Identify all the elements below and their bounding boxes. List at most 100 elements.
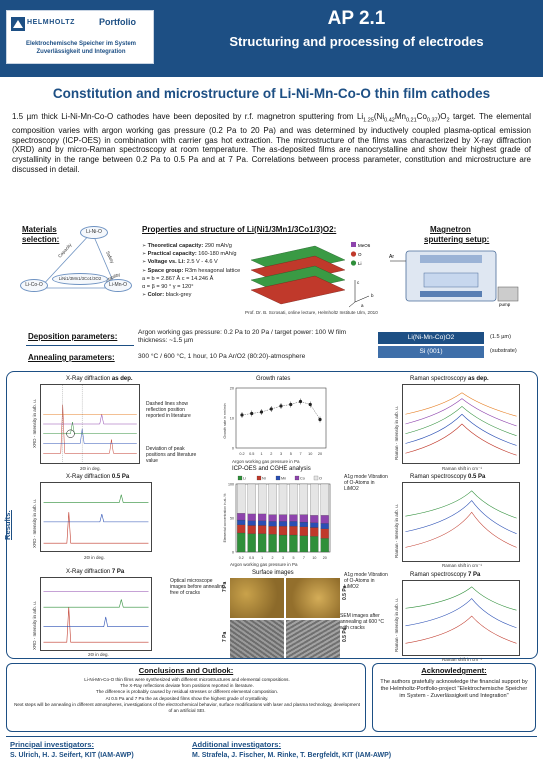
helmholtz-logo-mark-icon [11, 17, 25, 31]
surface-image-sem-7pa [230, 620, 284, 658]
raman-05-ylabel: Raman - Intensity in arb. u. [394, 503, 399, 558]
deposition-text: Argon working gas pressure: 0.2 Pa to 20… [138, 329, 347, 344]
node-center-compound: LiNi1/3Mn1/3Co1/3O2 [52, 273, 108, 285]
growth-x-tick: 0.5 [249, 452, 254, 456]
icp-bar-segment [268, 521, 277, 527]
footer-divider [6, 736, 537, 737]
divider [26, 345, 134, 346]
raman-asdep-plot [402, 384, 520, 464]
sample-label: 0.5 Pa [342, 585, 348, 600]
icp-bar-segment [310, 483, 319, 516]
growth-y-tick: 10 [230, 417, 234, 421]
conclusions-panel [6, 663, 366, 732]
layer-film: Li(Ni-Mn-Co)O2 [378, 332, 484, 344]
layer-film-note: (1.5 µm) [490, 334, 511, 340]
icp-bar-segment [247, 533, 256, 553]
growth-plot-frame [235, 387, 327, 449]
icp-legend-swatch [237, 475, 243, 481]
property-item: Voltage vs. Li: 2.5 V - 4.6 V [142, 258, 242, 266]
sem-note: SEM images after annealing at 600 °C wit… [340, 613, 384, 631]
growth-title: Growth rates [256, 376, 291, 382]
icp-bar-segment [268, 483, 277, 515]
layer-substrate-note: (substrate) [490, 348, 517, 354]
icp-bar-segment [289, 534, 298, 553]
icp-legend-label: O [319, 477, 322, 481]
axis-a: a [361, 303, 364, 308]
icp-bar-segment [299, 535, 309, 553]
icp-legend-label: Ni [262, 477, 266, 481]
sample-label: 7 Pa [222, 581, 228, 592]
icp-x-tick: 1 [261, 556, 263, 560]
magnetron-title-2: sputtering setup: [424, 235, 490, 244]
icp-legend-label: Li [243, 477, 246, 481]
node-li-co-o: Li-Co-O [20, 279, 48, 292]
icp-y-tick: 0 [232, 551, 234, 555]
edge-label-stability: Stability [104, 271, 121, 283]
edge-label-capacity: Capacity [57, 242, 73, 259]
conclusion-item: The X-Ray reflections deviate from posit… [120, 683, 254, 689]
xrd-7-plot [40, 577, 152, 651]
icp-bar-segment [289, 526, 298, 536]
note-dashed-lines: Dashed lines show reflection position re… [146, 401, 191, 419]
logo-subtitle-1: Elektrochemische Speicher im System [25, 41, 137, 47]
principal-investigators-title: Principal investigators: [10, 740, 94, 749]
lithium-legend-icon [350, 260, 357, 266]
materials-triangle-diagram: Capacity Safety Stability [39, 231, 121, 289]
logo-name: HELMHOLTZ [27, 19, 76, 26]
optical-note: Optical microscope images before anneali… [170, 578, 227, 596]
raman-7-xlabel: Raman shift in cm⁻¹ [442, 657, 482, 662]
icp-bar-segment [237, 483, 246, 514]
lattice-params-2: α = β = 90 ° γ = 120° [142, 284, 194, 291]
conclusion-item: At 0.5 Pa and 7 Pa the as deposited film… [105, 695, 269, 701]
icp-bar-segment [278, 534, 288, 553]
xrd-7-curves [43, 591, 149, 643]
raman-7-ylabel: Raman - Intensity in arb. u. [394, 597, 399, 652]
layer-substrate: Si (001) [378, 346, 484, 358]
results-label: Results: [3, 510, 12, 540]
icp-bar-segment [299, 521, 309, 527]
note-deviation: Deviation of peak positions and literatu… [146, 446, 197, 464]
properties-list: Theoretical capacity: 290 mAh/g Practica… [142, 242, 242, 299]
icp-bar-segment [237, 513, 246, 521]
icp-x-tick: 5 [292, 556, 294, 560]
growth-y-tick: 0 [232, 447, 234, 451]
icp-x-tick: 3 [282, 556, 284, 560]
property-item: Space group: R3m hexagonal lattice [142, 267, 242, 275]
conclusions-title: Conclusions and Outlook: [138, 666, 234, 675]
icp-bar-segment [247, 520, 256, 526]
icp-bar-segment [320, 523, 329, 529]
icp-x-tick: 10 [312, 556, 316, 560]
xrd-7-ylabel: XRD - Intensity in arb. u. [32, 600, 37, 650]
icp-x-tick: 0.2 [239, 556, 244, 560]
additional-investigators-names: M. Strafela, J. Fischer, M. Rinke, T. Be… [192, 752, 392, 759]
icp-bar-segment [310, 522, 319, 528]
raman-05-xlabel: Raman shift in cm⁻¹ [442, 563, 482, 568]
surface-image-sem-05pa [286, 620, 340, 658]
axis-b: b [371, 293, 374, 298]
edge-label-safety: Safety [105, 250, 115, 264]
annealing-label: Annealing parameters: [28, 353, 115, 362]
materials-title-2: selection: [22, 235, 60, 244]
node-li-ni-o: Li-Ni-O [80, 226, 108, 239]
a1g-note-2: A1g mode Vibration of O-Atoms in LiMO2 [344, 572, 388, 590]
icp-legend-swatch [256, 475, 262, 481]
logo-subtitle-2: Zuverlässigkeit und Integration [36, 49, 126, 55]
property-item-color: Color: black-grey [142, 291, 242, 299]
icp-bar-segment [299, 483, 309, 515]
conclusions-list: Li-Ni-Mn-Co-O thin films were synthesize… [14, 677, 360, 714]
xrd-7-xlabel: 2Θ in deg. [88, 652, 109, 657]
icp-x-tick: 0.5 [249, 556, 254, 560]
growth-x-tick: 20 [318, 452, 322, 456]
raman-05-curves [405, 490, 517, 548]
raman-asdep-curves [405, 392, 517, 456]
icp-bar-segment [247, 483, 256, 515]
legend-meo6: MeO6 [358, 243, 371, 248]
magnetron-label-pump: pump [499, 302, 511, 307]
xrd-asdep-plot [40, 384, 140, 464]
conclusion-item: The difference is probably caused by res… [95, 689, 279, 695]
properties-title: Properties and structure of Li(Ni1/3Mn1/… [142, 225, 337, 234]
crystal-layers [250, 245, 346, 305]
icp-bar-segment [257, 533, 267, 553]
growth-x-tick: 10 [308, 452, 312, 456]
xrd-05-curves [43, 494, 149, 544]
